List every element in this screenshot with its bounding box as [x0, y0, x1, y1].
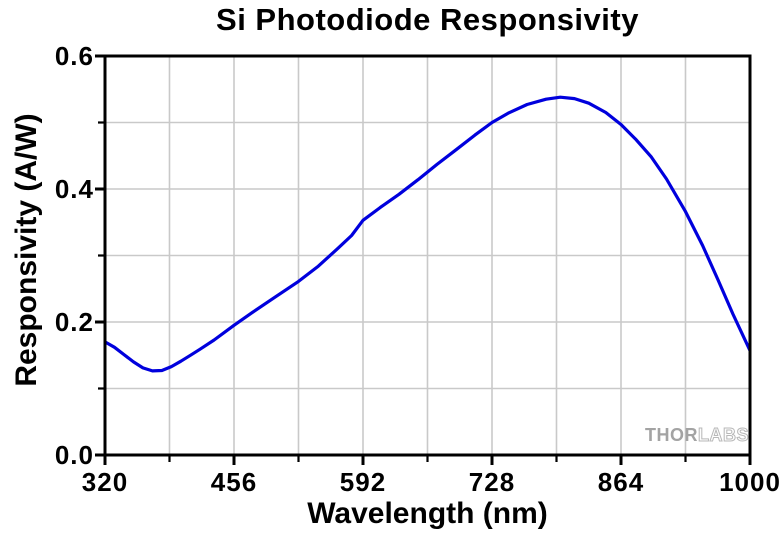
y-tick-label: 0.0 — [55, 440, 94, 470]
x-tick-label: 1000 — [719, 467, 780, 497]
watermark-labs: LABS — [698, 425, 750, 446]
x-tick-label: 728 — [469, 467, 515, 497]
y-tick-label: 0.6 — [55, 41, 94, 71]
plot-border — [103, 54, 752, 457]
chart-title: Si Photodiode Responsivity — [216, 2, 639, 37]
x-ticks — [103, 456, 752, 465]
y-tick-label: 0.4 — [55, 174, 94, 204]
x-axis-label: Wavelength (nm) — [307, 497, 548, 530]
x-tick-label: 864 — [598, 467, 644, 497]
x-tick-labels: 320 456 592 728 864 1000 — [82, 467, 780, 497]
watermark-thor: THOR — [645, 425, 698, 445]
responsivity-curve — [104, 95, 752, 373]
thorlabs-watermark: THORLABS — [645, 425, 749, 446]
x-tick-label: 592 — [340, 467, 386, 497]
x-tick-label: 456 — [211, 467, 257, 497]
y-tick-label: 0.2 — [55, 307, 94, 337]
gridlines — [105, 56, 750, 455]
x-tick-label: 320 — [82, 467, 128, 497]
y-tick-labels: 0.0 0.2 0.4 0.6 — [55, 41, 94, 470]
y-ticks — [95, 54, 104, 457]
